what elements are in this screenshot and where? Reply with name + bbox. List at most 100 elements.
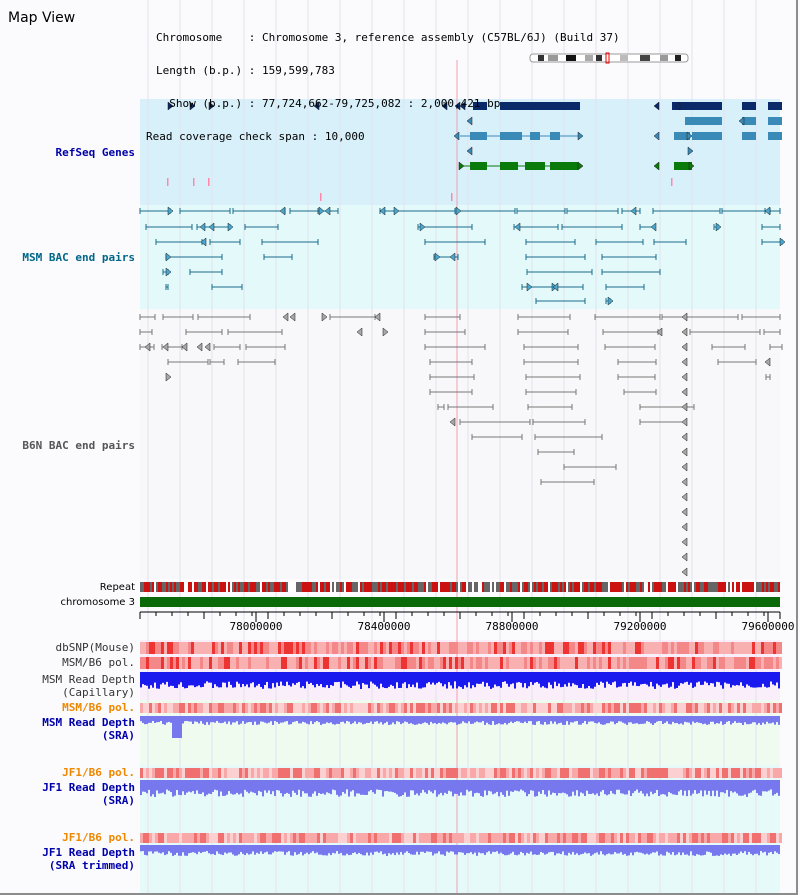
jf1-pol-2-cell — [503, 833, 506, 843]
msm-depth-sra-bar — [728, 716, 730, 722]
msm-depth-sra-bar — [662, 716, 664, 724]
msm-depth-cap-bar — [656, 672, 658, 684]
jf1-depth-trim-bar — [640, 845, 642, 853]
gene-strand-arrow — [686, 131, 693, 141]
dbsnp-cell — [221, 642, 224, 654]
jf1-depth-sra-bar — [212, 780, 214, 792]
axis-tick-label: 78400000 — [358, 620, 411, 633]
msm-depth-cap-bar — [426, 672, 428, 684]
dbsnp-cell — [194, 642, 197, 654]
jf1-depth-trim-bar — [228, 845, 230, 853]
jf1-depth-trim-bar — [182, 845, 184, 853]
dbsnp-cell — [164, 642, 167, 654]
track-label-refseq[interactable]: RefSeq Genes — [55, 146, 135, 159]
jf1-pol-2-cell — [368, 833, 371, 843]
repeat-element — [318, 582, 320, 592]
msm-depth-cap-bar — [360, 672, 362, 689]
msm-pol-2-cell — [299, 703, 302, 713]
repeat-element — [162, 582, 164, 592]
jf1-depth-sra-bar — [192, 780, 194, 792]
jf1-depth-sra-bar — [544, 780, 546, 795]
dbsnp-cell — [242, 642, 245, 654]
jf1-depth-trim-bar — [156, 845, 158, 852]
jf1-depth-sra-bar — [502, 780, 504, 795]
msm-depth-cap-bar — [416, 672, 418, 683]
dbsnp-cell — [422, 642, 425, 654]
repeat-element — [688, 582, 690, 592]
msm-pol-cell — [719, 657, 722, 669]
jf1-depth-sra-bar — [190, 780, 192, 793]
msm-depth-cap-bar — [542, 672, 544, 687]
jf1-pol-cell — [353, 768, 356, 778]
jf1-depth-trim-bar — [342, 845, 344, 856]
msm-depth-sra-bar — [612, 716, 614, 722]
msm-pol-cell — [338, 657, 341, 669]
repeat-element — [238, 582, 240, 592]
jf1-pol-2-cell — [380, 833, 383, 843]
msm-pol-2-cell — [197, 703, 200, 713]
msm-depth-sra-bar — [686, 716, 688, 723]
dbsnp-cell — [284, 642, 287, 654]
msm-depth-cap-bar — [344, 672, 346, 685]
jf1-depth-trim-bar — [178, 845, 180, 856]
msm-pol-cell — [431, 657, 434, 669]
jf1-pol-cell — [437, 768, 440, 778]
jf1-pol-cell — [500, 768, 503, 778]
msm-pol-cell — [449, 657, 452, 669]
dbsnp-cell — [371, 642, 374, 654]
msm-pol-cell — [215, 657, 218, 669]
repeat-element — [304, 582, 306, 592]
jf1-pol-2-cell — [377, 833, 380, 843]
repeat-element — [520, 582, 522, 592]
repeat-element — [778, 582, 780, 592]
msm-depth-cap-bar — [652, 672, 654, 687]
jf1-depth-sra-bar — [174, 780, 176, 796]
msm-pol-cell — [749, 657, 752, 669]
show-row: Show (b.p.) : 77,724,662-79,725,082 : 2,… — [156, 97, 501, 110]
repeat-element — [460, 582, 462, 592]
jf1-depth-sra-bar — [336, 780, 338, 795]
jf1-depth-trim-bar — [568, 845, 570, 853]
msm-depth-cap-bar — [368, 672, 370, 689]
msm-depth-cap-bar — [684, 672, 686, 683]
jf1-depth-sra-bar — [576, 780, 578, 791]
msm-depth-sra-bar — [504, 716, 506, 723]
repeat-element — [458, 582, 460, 592]
msm-pol-2-cell — [428, 703, 431, 713]
dbsnp-cell — [551, 642, 554, 654]
repeat-element — [264, 582, 266, 592]
dbsnp-cell — [269, 642, 272, 654]
dbsnp-cell — [395, 642, 398, 654]
jf1-pol-cell — [365, 768, 368, 778]
msm-pol-cell — [305, 657, 308, 669]
msm-pol-2-cell — [209, 703, 212, 713]
dbsnp-cell — [326, 642, 329, 654]
jf1-pol-2-cell — [395, 833, 398, 843]
repeat-element — [666, 582, 668, 592]
track-label-msm-bac[interactable]: MSM BAC end pairs — [22, 251, 135, 264]
jf1-pol-cell — [602, 768, 605, 778]
msm-pol-2-cell — [686, 703, 689, 713]
jf1-depth-sra-bar — [666, 780, 668, 797]
jf1-depth-sra-bar — [320, 780, 322, 794]
jf1-depth-trim-bar — [412, 845, 414, 855]
msm-pol-2-cell — [443, 703, 446, 713]
jf1-depth-trim-bar — [654, 845, 656, 853]
jf1-depth-sra-bar — [154, 780, 156, 797]
gene-exon — [530, 132, 540, 140]
msm-depth-cap-bar — [676, 672, 678, 688]
jf1-depth-sra-bar — [286, 780, 288, 793]
msm-depth-sra-bar — [720, 716, 722, 722]
jf1-depth-trim-bar — [500, 845, 502, 853]
jf1-depth-trim-bar — [220, 845, 222, 855]
jf1-pol-cell — [140, 768, 143, 778]
msm-depth-sra-bar — [652, 716, 654, 725]
jf1-pol-2-cell — [494, 833, 497, 843]
jf1-depth-trim-bar — [240, 845, 242, 853]
msm-depth-cap-bar — [432, 672, 434, 683]
msm-depth-sra-bar — [320, 716, 322, 725]
msm-depth-sra-bar — [778, 716, 780, 725]
jf1-pol-2-cell — [185, 833, 188, 843]
track-label-b6n-bac[interactable]: B6N BAC end pairs — [22, 439, 135, 452]
